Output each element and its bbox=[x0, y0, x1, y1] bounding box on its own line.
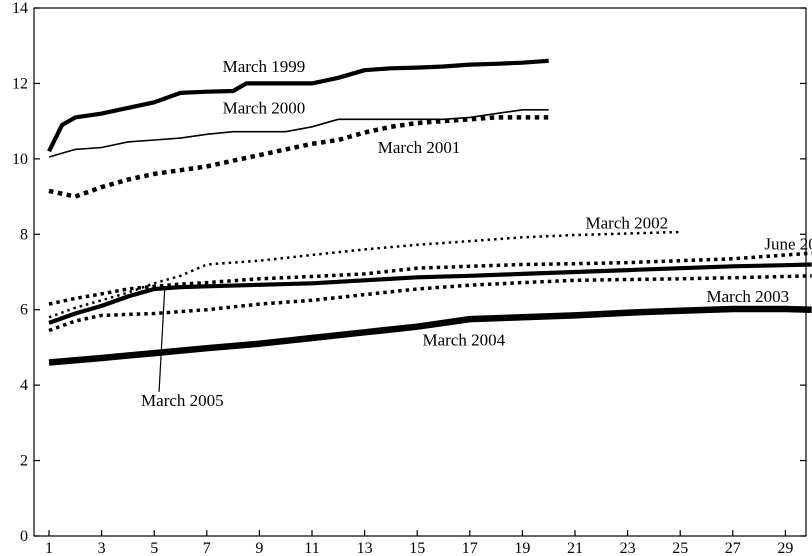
x-tick-label: 17 bbox=[462, 540, 478, 556]
x-tick-label: 3 bbox=[98, 540, 106, 556]
annotation-group: March 1999 March 2000 March 2001 March 2002… bbox=[141, 57, 812, 410]
x-tick-label: 11 bbox=[304, 540, 319, 556]
x-tick-label: 27 bbox=[725, 540, 741, 556]
x-tick-label: 7 bbox=[203, 540, 211, 556]
y-tick-label: 0 bbox=[20, 528, 28, 545]
series-label-march-2002: March 2002 bbox=[586, 214, 669, 233]
y-tick-label: 12 bbox=[12, 75, 28, 92]
pointer-line-march-2005 bbox=[159, 289, 165, 392]
x-tick-label: 21 bbox=[567, 540, 583, 556]
series-label-june-2005: June 2005 bbox=[764, 234, 812, 253]
x-tick-label: 23 bbox=[620, 540, 636, 556]
series-label-march-2003: March 2003 bbox=[707, 287, 790, 306]
x-tick-label: 29 bbox=[777, 540, 793, 556]
series-label-march-2005: March 2005 bbox=[141, 391, 224, 410]
y-tick-label: 8 bbox=[20, 226, 28, 243]
x-tick-label: 5 bbox=[150, 540, 158, 556]
series-label-march-2004: March 2004 bbox=[422, 331, 505, 350]
x-tick-label: 1 bbox=[45, 540, 53, 556]
y-tick-label: 6 bbox=[20, 302, 28, 319]
y-tick-label: 14 bbox=[12, 0, 28, 17]
x-tick-label: 19 bbox=[514, 540, 530, 556]
x-tick-label: 9 bbox=[255, 540, 263, 556]
series-label-march-1999: March 1999 bbox=[223, 57, 306, 76]
y-tick-label: 4 bbox=[20, 377, 28, 394]
y-tick-label: 10 bbox=[12, 151, 28, 168]
series-label-march-2001: March 2001 bbox=[378, 138, 461, 157]
x-tick-label: 25 bbox=[672, 540, 688, 556]
y-tick-label: 2 bbox=[20, 453, 28, 470]
x-tick-label: 15 bbox=[409, 540, 425, 556]
series-label-march-2000: March 2000 bbox=[223, 99, 306, 118]
x-tick-label: 13 bbox=[357, 540, 373, 556]
plot-frame bbox=[34, 8, 806, 536]
